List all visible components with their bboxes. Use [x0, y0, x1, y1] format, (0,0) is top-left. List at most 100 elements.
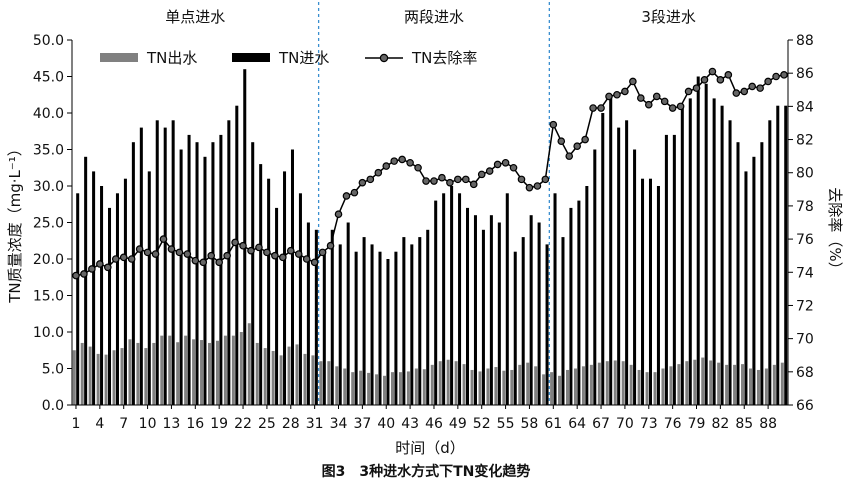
removal-rate-point [692, 84, 701, 92]
influent-bar [76, 193, 80, 405]
effluent-bar [263, 348, 267, 405]
effluent-bar [669, 366, 673, 405]
removal-rate-point [708, 67, 717, 76]
removal-rate-point [732, 89, 741, 97]
influent-bar [664, 134, 668, 405]
removal-rate-point [454, 175, 462, 184]
influent-bar [513, 251, 517, 405]
x-tick-label: 85 [735, 416, 753, 432]
removal-rate-point [183, 250, 192, 258]
y-left-tick-label: 25.0 [33, 216, 64, 232]
effluent-bar [72, 350, 76, 405]
y-right-tick-label: 80 [796, 166, 814, 182]
influent-bar [641, 178, 645, 405]
effluent-bar [542, 374, 546, 405]
influent-bar [656, 186, 660, 405]
influent-bar [553, 193, 557, 405]
influent-bar [322, 251, 326, 405]
effluent-bar [589, 364, 593, 405]
removal-rate-point [207, 251, 216, 260]
effluent-bar [677, 364, 681, 405]
removal-rate-point [461, 175, 470, 184]
removal-rate-point [326, 241, 335, 250]
effluent-bar [215, 340, 219, 405]
removal-rate-point [294, 250, 303, 258]
influent-bar [768, 120, 772, 406]
y-right-tick-label: 68 [796, 365, 814, 381]
effluent-bar [144, 348, 148, 405]
effluent-bar [558, 375, 562, 405]
removal-rate-point [557, 137, 566, 146]
influent-bar [203, 156, 207, 405]
influent-bar [275, 207, 279, 405]
influent-bar [235, 105, 239, 405]
removal-rate-point [676, 102, 685, 111]
effluent-bar [192, 339, 196, 405]
removal-rate-point [191, 256, 200, 265]
removal-rate-point [175, 248, 184, 257]
effluent-bar [653, 372, 657, 405]
y-right-tick-label: 66 [796, 398, 814, 414]
influent-bar [123, 178, 127, 405]
effluent-bar [152, 342, 156, 405]
influent-bar [672, 134, 676, 405]
y-right-tick-label: 70 [796, 332, 814, 348]
removal-rate-point [239, 241, 247, 250]
x-tick-label: 82 [711, 416, 729, 432]
influent-bar [561, 237, 565, 405]
effluent-bar [605, 361, 609, 405]
effluent-bar [160, 335, 164, 405]
effluent-bar [176, 342, 180, 405]
removal-rate-point [509, 163, 518, 172]
removal-rate-point [80, 270, 88, 278]
effluent-bar [247, 323, 251, 405]
influent-bar [139, 127, 143, 405]
influent-bar [386, 259, 390, 405]
influent-bar [283, 171, 287, 405]
effluent-bar [136, 342, 140, 405]
effluent-bar [486, 368, 490, 405]
effluent-bar [430, 364, 434, 405]
removal-rate-point [549, 120, 558, 129]
removal-rate-point [398, 155, 406, 164]
x-tick-label: 7 [119, 416, 128, 432]
legend-influent-swatch [232, 53, 270, 62]
removal-rate-point [430, 177, 438, 185]
effluent-bar [581, 366, 585, 405]
removal-rate-point [135, 245, 144, 253]
influent-bar [259, 164, 263, 405]
effluent-bar [279, 355, 283, 405]
influent-bar [147, 171, 151, 405]
effluent-bar [629, 364, 633, 405]
effluent-bar [367, 372, 371, 405]
influent-bar [593, 149, 597, 405]
influent-bar [633, 149, 637, 405]
removal-rate-point [255, 243, 263, 252]
influent-bar [625, 120, 629, 406]
x-tick-label: 19 [210, 416, 228, 432]
removal-rate-point [127, 255, 136, 263]
effluent-bar [351, 372, 355, 405]
x-tick-label: 55 [497, 416, 515, 432]
influent-bar [115, 193, 119, 405]
removal-rate-point [756, 84, 764, 92]
removal-rate-point [748, 82, 757, 91]
removal-rate-point [525, 183, 534, 192]
legend-removal-label: TN去除率 [411, 49, 477, 67]
effluent-bar [120, 348, 124, 405]
removal-rate-point [501, 158, 510, 167]
effluent-bar [613, 360, 617, 405]
effluent-bar [96, 353, 100, 405]
removal-rate-point [700, 76, 709, 84]
removal-rate-point [199, 258, 208, 267]
effluent-bar [168, 335, 172, 405]
x-tick-label: 73 [640, 416, 658, 432]
influent-bar [776, 105, 780, 405]
removal-rate-point [223, 251, 231, 260]
section-label-3: 3段进水 [641, 8, 696, 26]
y-axis-right-title: 去除率（%） [826, 187, 844, 276]
influent-bar [466, 207, 470, 405]
effluent-bar [637, 369, 641, 405]
